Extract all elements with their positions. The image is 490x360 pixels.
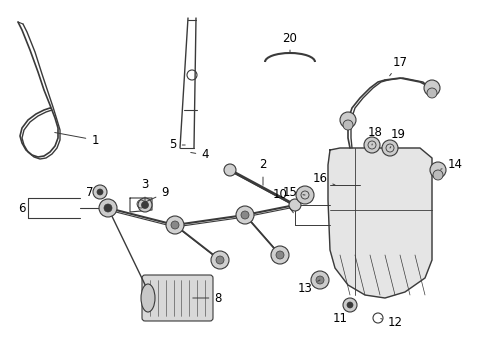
Circle shape [364,137,380,153]
Circle shape [97,189,103,195]
Text: 14: 14 [441,158,463,171]
Text: 10: 10 [272,189,294,213]
Circle shape [296,186,314,204]
Circle shape [241,211,249,219]
Text: 17: 17 [390,55,408,76]
Circle shape [142,202,148,208]
Circle shape [347,302,353,308]
Circle shape [99,199,117,217]
Circle shape [433,170,443,180]
Text: 15: 15 [283,186,305,199]
Polygon shape [328,148,432,298]
Text: 4: 4 [191,148,209,162]
Circle shape [424,80,440,96]
Circle shape [211,251,229,269]
Circle shape [166,216,184,234]
Circle shape [271,246,289,264]
Circle shape [427,88,437,98]
Text: 5: 5 [170,139,185,152]
Circle shape [430,162,446,178]
Text: 3: 3 [141,179,148,202]
Circle shape [171,221,179,229]
Circle shape [289,199,301,211]
Text: 11: 11 [333,305,350,324]
FancyBboxPatch shape [142,275,213,321]
Text: 6: 6 [18,202,26,215]
Text: 2: 2 [259,158,267,185]
Text: 12: 12 [381,315,402,328]
Text: 20: 20 [283,31,297,52]
Text: 16: 16 [313,171,335,185]
Circle shape [104,204,112,212]
Circle shape [236,206,254,224]
Circle shape [316,276,324,284]
Circle shape [93,185,107,199]
Text: 18: 18 [368,126,382,145]
Ellipse shape [141,284,155,312]
Text: 19: 19 [390,129,406,148]
Circle shape [276,251,284,259]
Text: 9: 9 [144,186,169,203]
Circle shape [343,298,357,312]
Text: 7: 7 [86,185,94,198]
Circle shape [311,271,329,289]
Circle shape [343,120,353,130]
Circle shape [224,164,236,176]
Text: 8: 8 [193,292,221,305]
Circle shape [216,256,224,264]
Circle shape [138,198,152,212]
Circle shape [340,112,356,128]
Circle shape [382,140,398,156]
Text: 1: 1 [55,132,99,147]
Text: 13: 13 [297,280,320,294]
